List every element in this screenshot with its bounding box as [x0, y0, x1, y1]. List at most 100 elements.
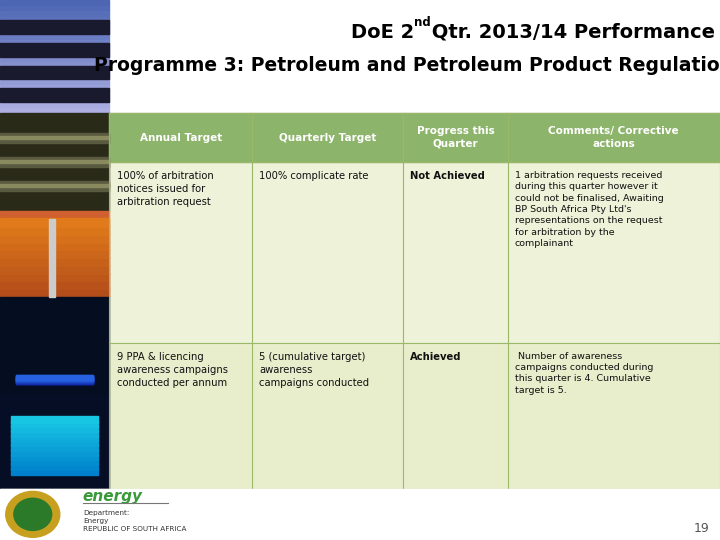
Bar — [11, 426, 99, 432]
Bar — [0, 157, 109, 167]
Text: Comments/ Corrective
actions: Comments/ Corrective actions — [549, 126, 679, 149]
Bar — [0, 281, 109, 289]
Text: 100% of arbitration
notices issued for
arbitration request: 100% of arbitration notices issued for a… — [117, 171, 213, 207]
Text: Department:
Energy
REPUBLIC OF SOUTH AFRICA: Department: Energy REPUBLIC OF SOUTH AFR… — [83, 510, 186, 532]
Bar — [0, 273, 109, 281]
Bar — [11, 435, 99, 442]
Bar — [0, 113, 109, 211]
Bar — [0, 211, 109, 297]
Bar — [0, 234, 109, 242]
Bar — [109, 343, 720, 489]
Bar — [0, 43, 109, 57]
Bar — [0, 66, 109, 79]
Bar — [0, 34, 109, 40]
Ellipse shape — [6, 491, 60, 537]
Bar — [11, 449, 99, 456]
Bar — [0, 89, 109, 102]
Bar — [17, 380, 93, 384]
Bar — [0, 11, 109, 17]
Bar — [0, 249, 109, 258]
Text: Annual Target: Annual Target — [140, 133, 222, 143]
Bar — [11, 444, 99, 451]
Bar — [11, 416, 99, 422]
Bar — [0, 102, 109, 108]
Bar — [17, 378, 93, 383]
Bar — [11, 458, 99, 465]
Text: energy: energy — [83, 489, 143, 504]
Bar — [0, 265, 109, 274]
Bar — [0, 79, 109, 85]
Bar — [0, 108, 109, 113]
Bar — [0, 96, 109, 102]
Bar — [0, 226, 109, 235]
Bar — [0, 184, 109, 187]
Bar — [17, 377, 93, 382]
Bar — [17, 375, 93, 380]
Text: Number of awareness
campaigns conducted during
this quarter is 4. Cumulative
tar: Number of awareness campaigns conducted … — [515, 352, 653, 395]
Bar — [17, 376, 93, 381]
Bar — [17, 377, 93, 382]
Bar — [0, 57, 109, 62]
Bar — [0, 40, 109, 45]
Text: Qtr. 2013/14 Performance Information Report: Qtr. 2013/14 Performance Information Rep… — [425, 23, 720, 42]
Text: 5 (cumulative target)
awareness
campaigns conducted: 5 (cumulative target) awareness campaign… — [259, 352, 369, 388]
Bar — [0, 0, 109, 5]
Bar — [0, 74, 109, 79]
Text: nd: nd — [414, 16, 431, 29]
Bar — [0, 297, 109, 394]
Bar — [11, 454, 99, 460]
Bar — [0, 45, 109, 51]
Bar — [109, 113, 720, 489]
Bar — [0, 160, 109, 163]
Bar — [0, 133, 109, 143]
Bar — [17, 377, 93, 382]
Bar — [0, 288, 109, 297]
Text: 9 PPA & licencing
awareness campaigns
conducted per annum: 9 PPA & licencing awareness campaigns co… — [117, 352, 228, 388]
Bar — [0, 257, 109, 266]
Bar — [49, 219, 55, 297]
Bar — [0, 91, 109, 96]
Bar — [0, 68, 109, 73]
Text: Not Achieved: Not Achieved — [410, 171, 485, 181]
Bar — [17, 376, 93, 381]
Bar — [109, 113, 720, 162]
Bar — [109, 162, 720, 343]
Bar — [11, 463, 99, 470]
Bar — [0, 63, 109, 68]
Bar — [17, 379, 93, 384]
Bar — [0, 489, 109, 540]
Text: Programme 3: Petroleum and Petroleum Product Regulation: Programme 3: Petroleum and Petroleum Pro… — [94, 56, 720, 75]
Ellipse shape — [14, 498, 52, 530]
Bar — [0, 51, 109, 57]
Text: Progress this
Quarter: Progress this Quarter — [417, 126, 494, 149]
Bar — [0, 6, 109, 11]
Bar — [0, 489, 720, 540]
Bar — [11, 430, 99, 437]
Bar — [17, 379, 93, 383]
Bar — [0, 23, 109, 28]
Bar — [0, 218, 109, 227]
Bar — [17, 377, 93, 382]
Bar — [17, 379, 93, 384]
Bar — [17, 375, 93, 380]
Text: Achieved: Achieved — [410, 352, 462, 362]
Bar — [0, 181, 109, 191]
Bar — [11, 421, 99, 427]
Bar — [11, 468, 99, 475]
Bar — [0, 242, 109, 251]
Text: 1 arbitration requests received
during this quarter however it
could not be fina: 1 arbitration requests received during t… — [515, 171, 664, 248]
Text: 19: 19 — [693, 522, 709, 535]
Bar — [0, 17, 109, 23]
Bar — [17, 379, 93, 383]
Text: Quarterly Target: Quarterly Target — [279, 133, 377, 143]
Bar — [11, 440, 99, 446]
Text: DoE 2: DoE 2 — [351, 23, 414, 42]
Bar — [0, 394, 109, 489]
Bar — [0, 21, 109, 34]
Bar — [0, 85, 109, 91]
Bar — [0, 28, 109, 34]
Bar — [17, 376, 93, 381]
Bar — [109, 0, 720, 113]
Bar — [0, 136, 109, 139]
Text: 100% complicate rate: 100% complicate rate — [259, 171, 369, 181]
